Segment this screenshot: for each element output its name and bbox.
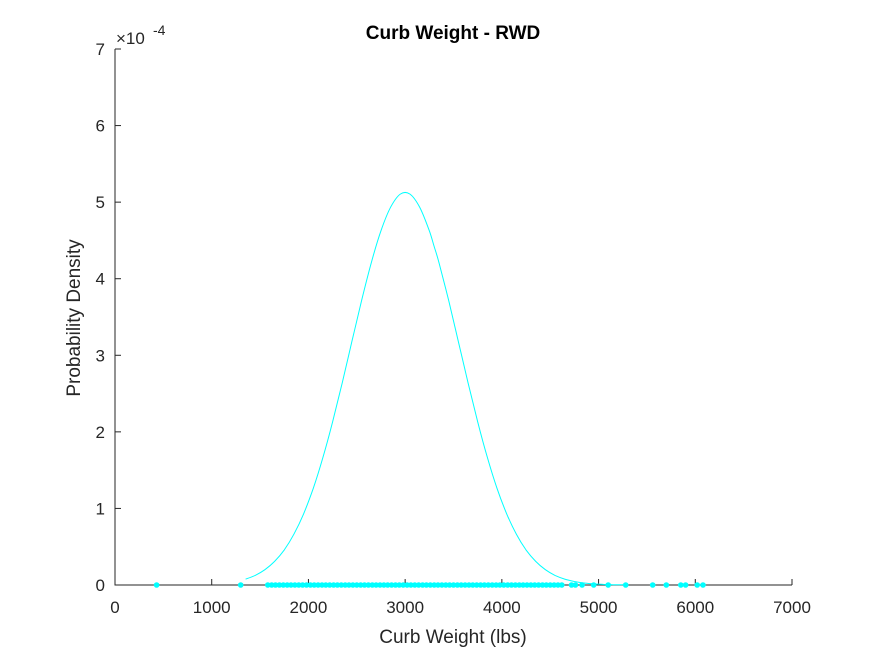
observation-point (682, 582, 689, 588)
observation-point (622, 582, 629, 588)
y-tick-label: 2 (96, 423, 105, 442)
y-axis-label: Probability Density (64, 239, 85, 397)
y-axis-exponent: ×10 -4 (116, 22, 166, 48)
observation-point (153, 582, 160, 588)
pdf-curve-line (245, 191, 623, 586)
y-exponent-base: ×10 (116, 29, 145, 48)
observation-point (558, 582, 565, 588)
observation-point (700, 582, 706, 588)
y-tick-label: 6 (96, 117, 105, 136)
x-tick-label: 0 (110, 598, 119, 617)
observation-point (694, 582, 700, 588)
plot-axes: 0 1000 2000 3000 4000 5000 6000 7000 0 1 2 3 4 5 6 7 (96, 40, 811, 617)
y-axis-ticks: 0 1 2 3 4 5 6 7 (96, 40, 121, 595)
observation-point (649, 582, 656, 588)
x-axis-label: Curb Weight (lbs) (379, 627, 526, 648)
x-tick-label: 5000 (580, 598, 618, 617)
observation-point (605, 582, 611, 588)
x-tick-label: 1000 (193, 598, 231, 617)
chart-title: Curb Weight - RWD (366, 23, 541, 44)
y-tick-label: 7 (96, 40, 105, 59)
x-tick-label: 2000 (290, 598, 328, 617)
x-axis-ticks: 0 1000 2000 3000 4000 5000 6000 7000 (110, 579, 811, 617)
y-tick-label: 4 (96, 270, 105, 289)
observation-point (237, 582, 244, 588)
observation-point (677, 582, 684, 588)
observation-point (663, 582, 670, 588)
observation-point (572, 582, 579, 588)
observation-point (590, 582, 597, 588)
y-tick-label: 0 (96, 576, 105, 595)
x-tick-label: 3000 (386, 598, 424, 617)
y-tick-label: 1 (96, 499, 105, 518)
observation-point (579, 582, 585, 588)
y-tick-label: 5 (96, 193, 105, 212)
plot-series (153, 191, 706, 588)
y-tick-label: 3 (96, 346, 105, 365)
x-tick-label: 7000 (773, 598, 811, 617)
axis-frame (114, 49, 792, 586)
x-tick-label: 4000 (483, 598, 521, 617)
x-tick-label: 6000 (676, 598, 714, 617)
y-exponent-power: -4 (153, 22, 166, 38)
